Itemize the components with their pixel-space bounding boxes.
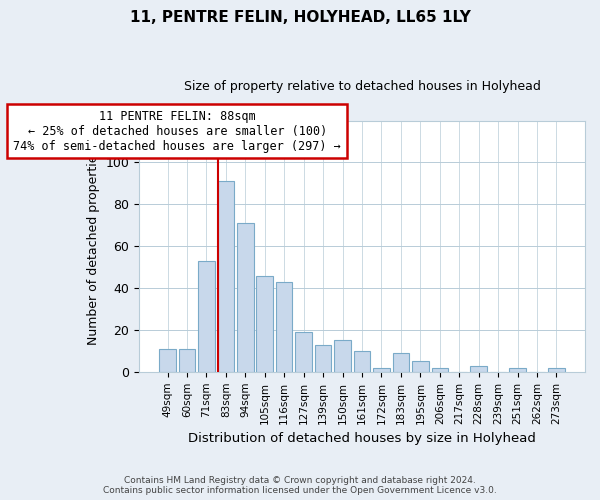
Title: Size of property relative to detached houses in Holyhead: Size of property relative to detached ho… bbox=[184, 80, 541, 93]
Text: 11 PENTRE FELIN: 88sqm
← 25% of detached houses are smaller (100)
74% of semi-de: 11 PENTRE FELIN: 88sqm ← 25% of detached… bbox=[13, 110, 341, 152]
Text: Contains HM Land Registry data © Crown copyright and database right 2024.
Contai: Contains HM Land Registry data © Crown c… bbox=[103, 476, 497, 495]
Bar bbox=[315, 344, 331, 372]
Bar bbox=[276, 282, 292, 372]
Bar bbox=[334, 340, 351, 372]
X-axis label: Distribution of detached houses by size in Holyhead: Distribution of detached houses by size … bbox=[188, 432, 536, 445]
Bar bbox=[354, 351, 370, 372]
Bar bbox=[373, 368, 390, 372]
Bar bbox=[218, 182, 234, 372]
Bar bbox=[159, 349, 176, 372]
Y-axis label: Number of detached properties: Number of detached properties bbox=[87, 148, 100, 344]
Bar bbox=[237, 223, 254, 372]
Bar bbox=[412, 362, 428, 372]
Bar bbox=[295, 332, 312, 372]
Bar bbox=[509, 368, 526, 372]
Bar bbox=[179, 349, 195, 372]
Bar bbox=[431, 368, 448, 372]
Bar bbox=[198, 261, 215, 372]
Bar bbox=[256, 276, 273, 372]
Text: 11, PENTRE FELIN, HOLYHEAD, LL65 1LY: 11, PENTRE FELIN, HOLYHEAD, LL65 1LY bbox=[130, 10, 470, 25]
Bar bbox=[392, 353, 409, 372]
Bar bbox=[548, 368, 565, 372]
Bar bbox=[470, 366, 487, 372]
